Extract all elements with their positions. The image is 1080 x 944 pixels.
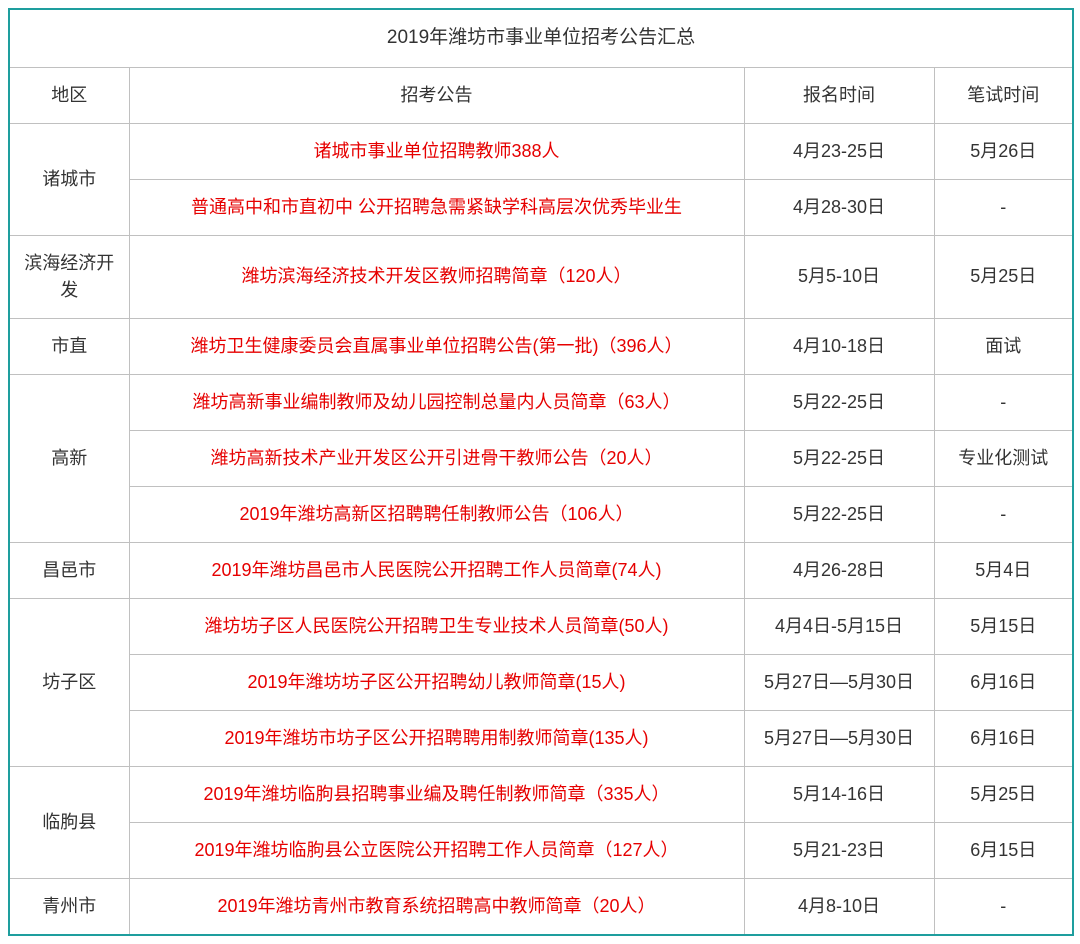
table-row: 临朐县2019年潍坊临朐县招聘事业编及聘任制教师简章（335人）5月14-16日… [9,766,1073,822]
registration-time: 5月27日—5月30日 [744,710,934,766]
table-row: 青州市2019年潍坊青州市教育系统招聘高中教师简章（20人）4月8-10日- [9,878,1073,935]
notice-link[interactable]: 潍坊高新事业编制教师及幼儿园控制总量内人员简章（63人） [129,374,744,430]
table-row: 2019年潍坊高新区招聘聘任制教师公告（106人）5月22-25日- [9,486,1073,542]
table-row: 昌邑市2019年潍坊昌邑市人民医院公开招聘工作人员简章(74人)4月26-28日… [9,542,1073,598]
exam-time: 面试 [934,318,1073,374]
notice-link[interactable]: 2019年潍坊临朐县公立医院公开招聘工作人员简章（127人） [129,822,744,878]
exam-time: - [934,374,1073,430]
table-row: 2019年潍坊临朐县公立医院公开招聘工作人员简章（127人）5月21-23日6月… [9,822,1073,878]
registration-time: 5月14-16日 [744,766,934,822]
registration-time: 4月8-10日 [744,878,934,935]
table-row: 2019年潍坊坊子区公开招聘幼儿教师简章(15人)5月27日—5月30日6月16… [9,654,1073,710]
exam-time: 6月16日 [934,710,1073,766]
registration-time: 5月27日—5月30日 [744,654,934,710]
exam-time: - [934,179,1073,235]
registration-time: 5月21-23日 [744,822,934,878]
notice-link[interactable]: 2019年潍坊市坊子区公开招聘聘用制教师简章(135人) [129,710,744,766]
table-row: 市直潍坊卫生健康委员会直属事业单位招聘公告(第一批)（396人）4月10-18日… [9,318,1073,374]
registration-time: 5月22-25日 [744,430,934,486]
exam-time: 专业化测试 [934,430,1073,486]
recruitment-table: 2019年潍坊市事业单位招考公告汇总地区招考公告报名时间笔试时间诸城市诸城市事业… [8,8,1074,936]
exam-time: 5月25日 [934,766,1073,822]
notice-link[interactable]: 潍坊滨海经济技术开发区教师招聘简章（120人） [129,235,744,318]
region-cell: 滨海经济开发 [9,235,129,318]
column-header: 报名时间 [744,67,934,123]
registration-time: 4月26-28日 [744,542,934,598]
table-row: 2019年潍坊市坊子区公开招聘聘用制教师简章(135人)5月27日—5月30日6… [9,710,1073,766]
exam-time: 5月15日 [934,598,1073,654]
notice-link[interactable]: 2019年潍坊昌邑市人民医院公开招聘工作人员简章(74人) [129,542,744,598]
region-cell: 市直 [9,318,129,374]
registration-time: 4月28-30日 [744,179,934,235]
table-row: 滨海经济开发潍坊滨海经济技术开发区教师招聘简章（120人）5月5-10日5月25… [9,235,1073,318]
notice-link[interactable]: 2019年潍坊高新区招聘聘任制教师公告（106人） [129,486,744,542]
notice-link[interactable]: 潍坊高新技术产业开发区公开引进骨干教师公告（20人） [129,430,744,486]
notice-link[interactable]: 普通高中和市直初中 公开招聘急需紧缺学科高层次优秀毕业生 [129,179,744,235]
column-header: 地区 [9,67,129,123]
region-cell: 高新 [9,374,129,542]
region-cell: 昌邑市 [9,542,129,598]
region-cell: 临朐县 [9,766,129,878]
registration-time: 5月22-25日 [744,374,934,430]
table-row: 普通高中和市直初中 公开招聘急需紧缺学科高层次优秀毕业生4月28-30日- [9,179,1073,235]
notice-link[interactable]: 2019年潍坊青州市教育系统招聘高中教师简章（20人） [129,878,744,935]
table-title: 2019年潍坊市事业单位招考公告汇总 [9,9,1073,67]
registration-time: 5月22-25日 [744,486,934,542]
region-cell: 坊子区 [9,598,129,766]
region-cell: 青州市 [9,878,129,935]
table-row: 高新潍坊高新事业编制教师及幼儿园控制总量内人员简章（63人）5月22-25日- [9,374,1073,430]
exam-time: - [934,878,1073,935]
region-cell: 诸城市 [9,123,129,235]
table-row: 坊子区潍坊坊子区人民医院公开招聘卫生专业技术人员简章(50人)4月4日-5月15… [9,598,1073,654]
notice-link[interactable]: 诸城市事业单位招聘教师388人 [129,123,744,179]
exam-time: 5月25日 [934,235,1073,318]
exam-time: 5月4日 [934,542,1073,598]
exam-time: 5月26日 [934,123,1073,179]
registration-time: 5月5-10日 [744,235,934,318]
exam-time: 6月15日 [934,822,1073,878]
column-header: 笔试时间 [934,67,1073,123]
registration-time: 4月4日-5月15日 [744,598,934,654]
table-row: 诸城市诸城市事业单位招聘教师388人4月23-25日5月26日 [9,123,1073,179]
registration-time: 4月23-25日 [744,123,934,179]
notice-link[interactable]: 2019年潍坊坊子区公开招聘幼儿教师简章(15人) [129,654,744,710]
registration-time: 4月10-18日 [744,318,934,374]
notice-link[interactable]: 潍坊坊子区人民医院公开招聘卫生专业技术人员简章(50人) [129,598,744,654]
exam-time: - [934,486,1073,542]
notice-link[interactable]: 潍坊卫生健康委员会直属事业单位招聘公告(第一批)（396人） [129,318,744,374]
table-row: 潍坊高新技术产业开发区公开引进骨干教师公告（20人）5月22-25日专业化测试 [9,430,1073,486]
notice-link[interactable]: 2019年潍坊临朐县招聘事业编及聘任制教师简章（335人） [129,766,744,822]
exam-time: 6月16日 [934,654,1073,710]
column-header: 招考公告 [129,67,744,123]
